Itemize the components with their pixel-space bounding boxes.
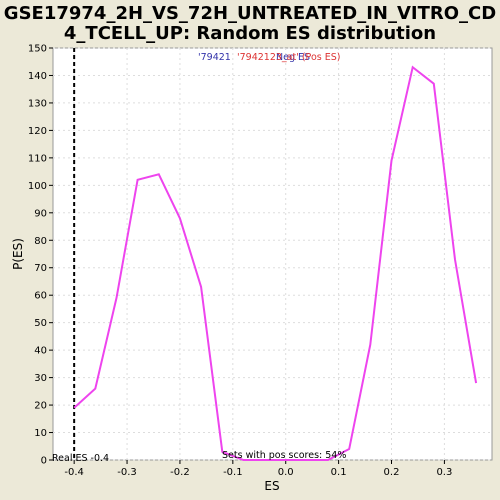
y-tick-label: 140: [28, 71, 47, 82]
x-tick-label: 0.3: [436, 467, 452, 478]
y-tick-label: 50: [34, 318, 47, 329]
x-tick-label: 0.0: [278, 467, 294, 478]
chart-title-line-2: 4_TCELL_UP: Random ES distribution: [64, 23, 436, 44]
y-tick-label: 30: [34, 373, 47, 384]
series-line: [73, 65, 478, 461]
y-tick-label: 80: [34, 236, 47, 247]
y-tick-label: 40: [34, 346, 47, 357]
y-tick-label: 120: [28, 126, 47, 137]
y-tick-label: 20: [34, 401, 47, 412]
y-tick-label: 60: [34, 291, 47, 302]
y-tick-label: 90: [34, 208, 47, 219]
x-tick-label: -0.3: [117, 467, 137, 478]
real-es-label: Real ES -0.4: [52, 453, 109, 464]
legend-item-neg-es: Neg ES: [276, 52, 310, 63]
legend-item-pos-es: '7942123_at' (Pos ES): [237, 52, 340, 63]
y-axis: 0 10 20 30 40 50 60 70 80 90 100 110 120 130 140 150: [28, 44, 53, 467]
pos-scores-annotation: Sets with pos scores: 54%: [222, 450, 346, 461]
y-tick-label: 70: [34, 263, 47, 274]
y-tick-label: 150: [28, 44, 47, 55]
chart-title-line-1: GSE17974_2H_VS_72H_UNTREATED_IN_VITRO_CD: [4, 3, 496, 24]
y-tick-label: 110: [28, 153, 47, 164]
x-tick-label: -0.1: [223, 467, 243, 478]
x-tick-label: 0.2: [384, 467, 400, 478]
x-tick-label: 0.1: [331, 467, 347, 478]
x-axis: -0.4 -0.3 -0.2 -0.1 0.0 0.1 0.2 0.3: [64, 460, 452, 478]
x-tick-label: -0.4: [64, 467, 84, 478]
y-tick-label: 130: [28, 98, 47, 109]
y-tick-label: 10: [34, 428, 47, 439]
y-axis-label: P(ES): [11, 238, 25, 270]
plot-area: [52, 47, 493, 461]
y-tick-label: 100: [28, 181, 47, 192]
x-tick-label: -0.2: [170, 467, 190, 478]
legend: '79421 Neg ES '7942123_at' (Pos ES): [198, 52, 340, 63]
x-axis-label: ES: [264, 479, 279, 493]
legend-item-neg-prefix: '79421: [198, 52, 231, 63]
y-tick-label: 0: [41, 456, 47, 467]
